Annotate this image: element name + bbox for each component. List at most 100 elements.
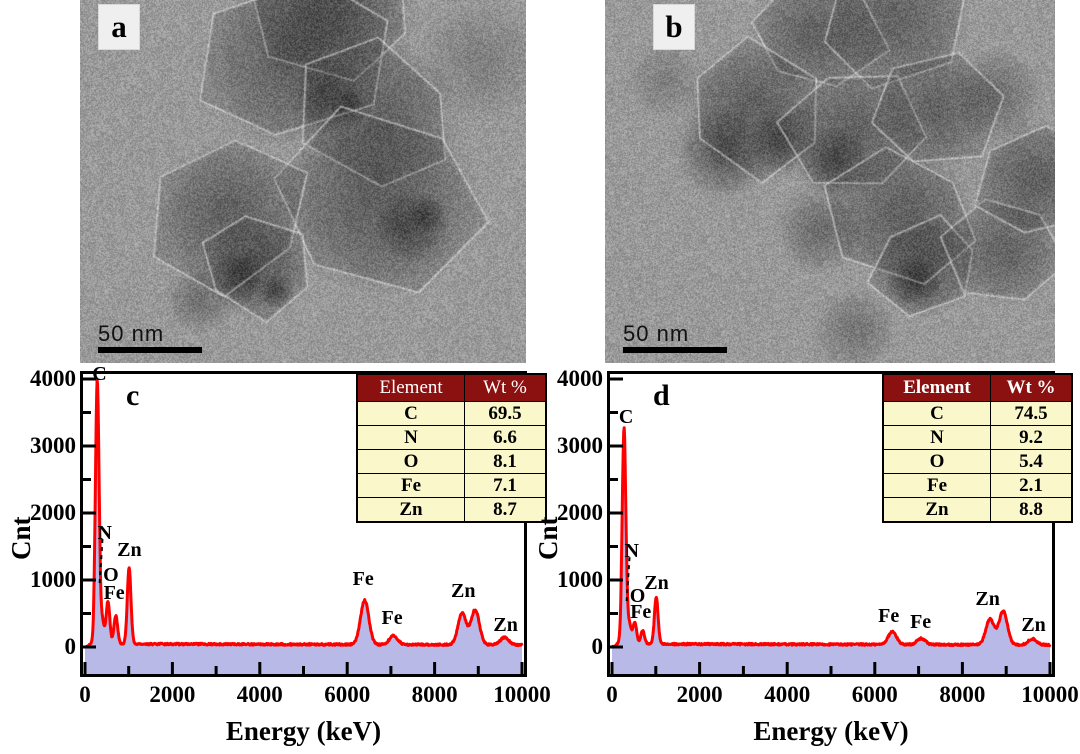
table-cell-element: Zn xyxy=(882,497,991,523)
scale-bar-label-a: 50 nm xyxy=(98,321,165,346)
table-cell-element: N xyxy=(356,425,465,450)
spectrum-curve-c xyxy=(83,377,524,674)
peak-label-fe: Fe xyxy=(103,582,125,605)
table-row: Zn 8.8 xyxy=(882,497,1073,523)
x-tick-label: 4000 xyxy=(236,682,283,707)
table-header-element: Element xyxy=(356,373,465,402)
table-header-element: Element xyxy=(882,373,991,402)
peak-label-fe: Fe xyxy=(878,604,900,627)
y-tick-label: 2000 xyxy=(30,500,76,525)
table-cell-element: Fe xyxy=(882,473,991,498)
x-axis-ticks-c: 0 2000 4000 6000 8000 10000 xyxy=(79,682,551,711)
table-cell-element: O xyxy=(882,449,991,474)
x-tick-label: 4000 xyxy=(764,682,811,707)
table-row: Zn 8.7 xyxy=(356,497,547,523)
table-cell-element: O xyxy=(356,449,465,474)
y-tick-label: 2000 xyxy=(557,500,603,525)
table-header-row: Element Wt % xyxy=(356,373,547,402)
table-cell-wt: 9.2 xyxy=(990,425,1073,450)
x-tick-label: 0 xyxy=(606,682,618,707)
table-cell-element: C xyxy=(356,401,465,426)
y-tick-label: 1000 xyxy=(557,567,603,592)
x-axis-title-d: Energy (keV) xyxy=(753,716,909,746)
table-cell-wt: 8.1 xyxy=(464,449,547,474)
table-cell-element: Fe xyxy=(356,473,465,498)
eds-spectrum-c: c Element Wt % C 69.5 N 6.6 O 8.1 Fe 7.1 Zn 8.7 C… xyxy=(80,364,547,677)
table-row: C 74.5 xyxy=(882,401,1073,426)
peak-label-fe: Fe xyxy=(910,611,932,634)
table-header-wt: Wt % xyxy=(464,373,547,402)
peak-label-fe: Fe xyxy=(352,567,374,590)
peak-label-zn: Zn xyxy=(451,580,476,603)
y-tick-label: 3000 xyxy=(30,433,76,458)
composition-table-d: Element Wt % C 74.5 N 9.2 O 5.4 Fe 2.1 Zn 8.8 xyxy=(882,373,1073,523)
x-axis-ticks-d: 0 2000 4000 6000 8000 10000 xyxy=(606,682,1079,711)
x-axis-title-c: Energy (keV) xyxy=(225,716,382,746)
peak-label-fe: Fe xyxy=(630,601,652,624)
x-tick-label: 10000 xyxy=(1021,682,1079,707)
table-cell-element: Zn xyxy=(356,497,465,523)
peak-label-zn: Zn xyxy=(1021,613,1046,636)
y-axis-title-d: Cnt xyxy=(533,516,563,560)
eds-spectrum-d: d Element Wt % C 74.5 N 9.2 O 5.4 Fe 2.1 Zn 8.8 C… xyxy=(607,371,1073,677)
peak-label-n: N xyxy=(97,522,112,545)
peak-label-zn: Zn xyxy=(493,613,518,636)
y-tick-label: 4000 xyxy=(30,366,76,391)
peak-label-zn: Zn xyxy=(644,571,669,594)
peak-label-c: C xyxy=(92,362,107,385)
y-axis-ticks-d: 0 1000 2000 3000 4000 xyxy=(531,367,604,677)
peak-label-zn: Zn xyxy=(975,587,1000,610)
y-tick-label: 3000 xyxy=(557,433,603,458)
table-cell-wt: 8.8 xyxy=(990,497,1073,523)
scale-bar-line-b xyxy=(623,347,727,353)
y-tick-label: 4000 xyxy=(557,366,603,391)
scale-bar-b: 50 nm xyxy=(623,322,727,353)
table-cell-wt: 7.1 xyxy=(464,473,547,498)
peak-label-c: C xyxy=(618,406,634,429)
table-cell-wt: 74.5 xyxy=(990,401,1073,426)
table-row: N 9.2 xyxy=(882,425,1073,450)
spectrum-line xyxy=(611,426,1052,649)
spectrum-fill xyxy=(612,427,1050,674)
panel-label-d: d xyxy=(653,379,670,412)
scale-bar-a: 50 nm xyxy=(98,322,202,353)
table-row: N 6.6 xyxy=(356,425,547,450)
table-cell-wt: 6.6 xyxy=(464,425,547,450)
peak-label-zn: Zn xyxy=(117,538,142,561)
x-tick-label: 8000 xyxy=(411,682,458,707)
peak-label-fe: Fe xyxy=(381,607,403,630)
y-axis-title-c: Cnt xyxy=(6,516,36,560)
panel-label-b: b xyxy=(653,4,695,50)
table-row: C 69.5 xyxy=(356,401,547,426)
peak-label-o: O xyxy=(103,563,119,586)
table-header-wt: Wt % xyxy=(990,373,1073,402)
spectrum-line xyxy=(84,378,524,649)
table-row: O 8.1 xyxy=(356,449,547,474)
x-tick-label: 2000 xyxy=(676,682,723,707)
tem-image-b: b 50 nm xyxy=(605,0,1055,363)
spectrum-curve-d xyxy=(610,377,1052,674)
peak-label-o: O xyxy=(629,585,646,608)
table-header-row: Element Wt % xyxy=(882,373,1073,402)
x-tick-label: 0 xyxy=(79,682,91,707)
spectrum-fill xyxy=(85,379,522,674)
y-tick-label: 0 xyxy=(591,634,604,659)
table-cell-wt: 2.1 xyxy=(990,473,1073,498)
table-cell-wt: 5.4 xyxy=(990,449,1073,474)
y-axis-ticks-c: 0 1000 2000 3000 4000 xyxy=(4,367,77,677)
table-cell-element: C xyxy=(882,401,991,426)
y-tick-label: 1000 xyxy=(30,567,76,592)
table-cell-element: N xyxy=(882,425,991,450)
y-tick-label: 0 xyxy=(64,634,77,659)
x-tick-label: 10000 xyxy=(493,682,551,707)
table-row: Fe 2.1 xyxy=(882,473,1073,498)
x-tick-label: 6000 xyxy=(851,682,898,707)
scale-bar-label-b: 50 nm xyxy=(623,321,690,346)
scale-bar-line-a xyxy=(98,347,202,353)
x-tick-label: 8000 xyxy=(939,682,986,707)
table-row: O 5.4 xyxy=(882,449,1073,474)
x-tick-label: 2000 xyxy=(149,682,196,707)
x-tick-label: 6000 xyxy=(324,682,371,707)
panel-label-c: c xyxy=(126,379,140,412)
